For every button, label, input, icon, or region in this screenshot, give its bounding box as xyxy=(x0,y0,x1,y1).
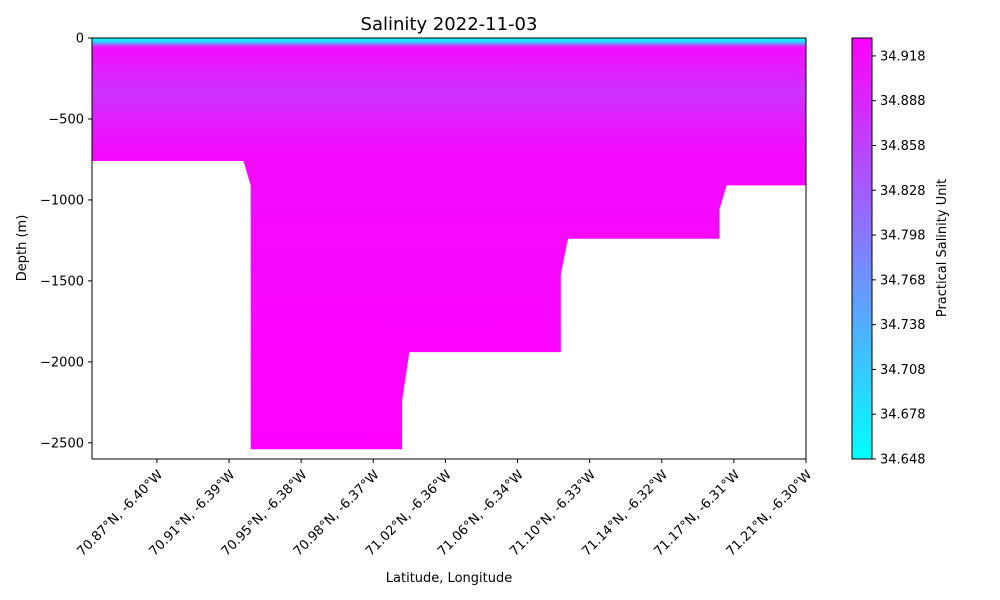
plot-area xyxy=(92,38,806,450)
colorbar: 34.648 34.678 34.708 34.738 34.768 34.798 34.8… xyxy=(851,37,950,468)
colorbar-tick-label: 34.738 xyxy=(880,318,926,333)
colorbar-tick-label: 34.678 xyxy=(880,408,926,423)
colorbar-tick-label: 34.918 xyxy=(880,49,926,64)
colorbar-tick-label: 34.768 xyxy=(880,273,926,288)
colorbar-fill xyxy=(852,38,872,459)
plot-frame xyxy=(91,37,807,460)
colorbar-tick-label: 34.648 xyxy=(880,453,926,468)
colorbar-ticks: 34.648 34.678 34.708 34.738 34.768 34.798 34.8… xyxy=(872,49,926,468)
y-axis: 0 −500 −1000 −1500 −2000 −2500 xyxy=(40,32,92,451)
colorbar-tick-label: 34.708 xyxy=(880,363,926,378)
salinity-field xyxy=(92,38,806,450)
y-tick-label: −1500 xyxy=(40,274,84,289)
y-tick-label: 0 xyxy=(76,32,84,47)
colorbar-tick-label: 34.888 xyxy=(880,94,926,109)
y-tick-label: −2000 xyxy=(40,355,84,370)
y-axis-label: Depth (m) xyxy=(15,215,30,282)
y-tick-label: −1000 xyxy=(40,193,84,208)
chart-title: Salinity 2022-11-03 xyxy=(361,14,538,35)
colorbar-frame xyxy=(851,37,873,460)
colorbar-tick-label: 34.828 xyxy=(880,184,926,199)
colorbar-tick-label: 34.798 xyxy=(880,229,926,244)
colorbar-label: Practical Salinity Unit xyxy=(935,179,950,317)
x-axis: 70.87°N, -6.40°W70.91°N, -6.39°W70.95°N,… xyxy=(74,459,815,559)
x-axis-label: Latitude, Longitude xyxy=(386,571,512,586)
y-tick-label: −500 xyxy=(48,112,84,127)
y-tick-label: −2500 xyxy=(40,436,84,451)
colorbar-tick-label: 34.858 xyxy=(880,139,926,154)
